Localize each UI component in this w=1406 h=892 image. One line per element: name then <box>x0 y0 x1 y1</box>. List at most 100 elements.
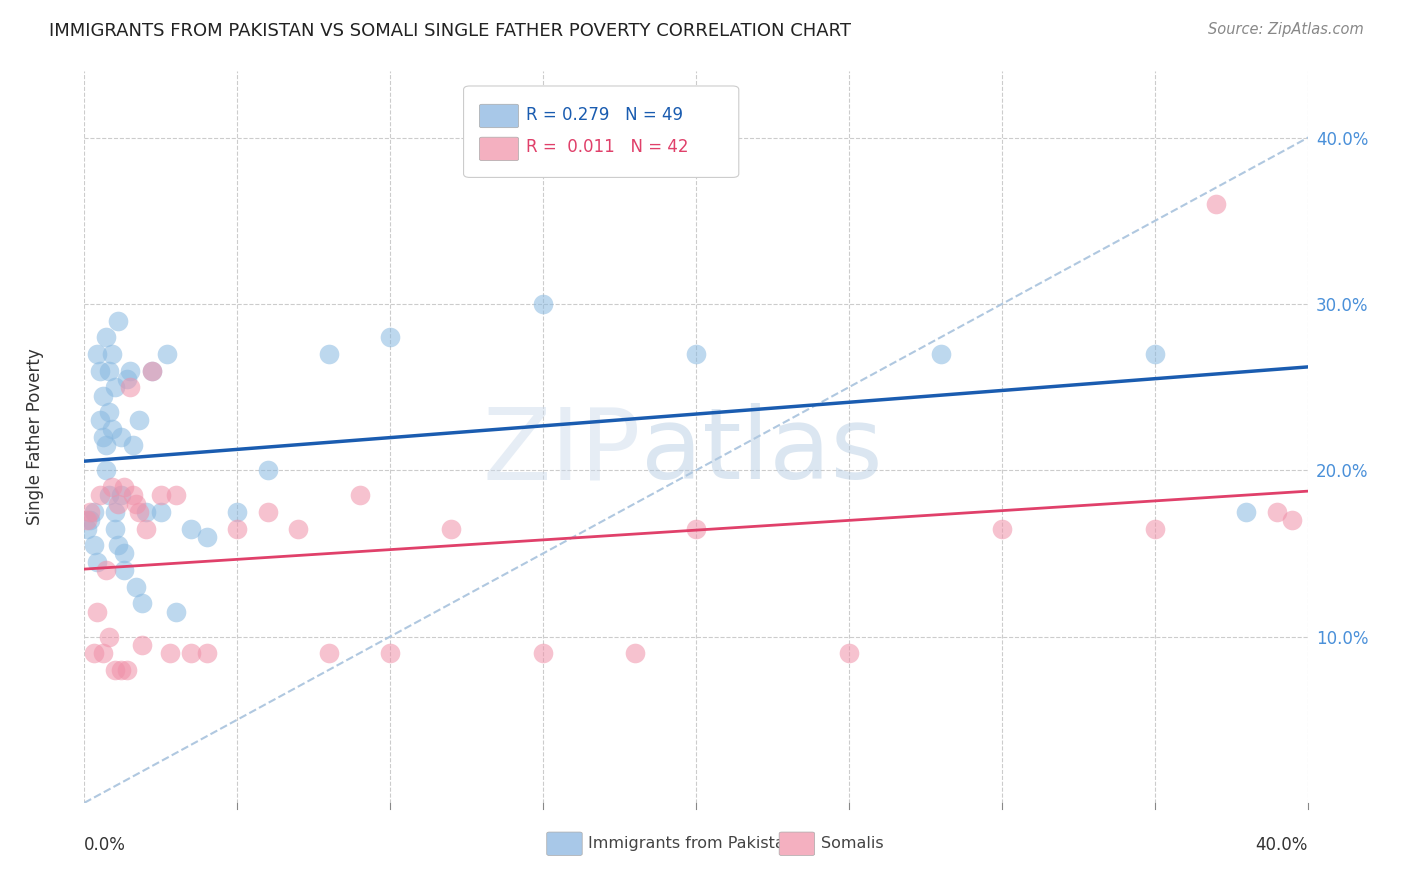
Point <box>287 521 309 535</box>
Point <box>929 347 952 361</box>
Point <box>83 646 105 660</box>
Point <box>97 488 120 502</box>
Point <box>104 521 127 535</box>
FancyBboxPatch shape <box>547 832 582 855</box>
Point <box>89 413 111 427</box>
Text: Immigrants from Pakistan: Immigrants from Pakistan <box>588 837 796 851</box>
Point <box>195 530 218 544</box>
Point <box>180 646 202 660</box>
Point <box>94 438 117 452</box>
Point <box>685 521 707 535</box>
Point <box>531 646 554 660</box>
Point <box>349 488 371 502</box>
Point <box>79 505 101 519</box>
FancyBboxPatch shape <box>779 832 814 855</box>
Point <box>115 372 138 386</box>
Point <box>120 363 142 377</box>
Point <box>131 596 153 610</box>
Text: atlas: atlas <box>641 403 883 500</box>
FancyBboxPatch shape <box>479 137 519 161</box>
Point <box>141 363 163 377</box>
Point <box>110 663 132 677</box>
Point <box>226 505 249 519</box>
Point <box>89 488 111 502</box>
Point <box>83 538 105 552</box>
Point <box>79 513 101 527</box>
Text: 0.0%: 0.0% <box>84 836 127 854</box>
Point <box>86 555 108 569</box>
Point <box>76 521 98 535</box>
Point <box>107 314 129 328</box>
FancyBboxPatch shape <box>464 86 738 178</box>
Point <box>149 505 172 519</box>
Point <box>101 422 124 436</box>
Point <box>131 638 153 652</box>
Point <box>180 521 202 535</box>
Point <box>624 646 647 660</box>
Point <box>110 430 132 444</box>
Point <box>226 521 249 535</box>
Point <box>318 347 340 361</box>
Point <box>125 580 148 594</box>
Point <box>97 363 120 377</box>
Point <box>112 563 135 577</box>
Point <box>380 330 402 344</box>
Point <box>115 663 138 677</box>
Point <box>104 505 127 519</box>
Point <box>838 646 860 660</box>
Point <box>991 521 1014 535</box>
Point <box>1265 505 1288 519</box>
Point <box>141 363 163 377</box>
Text: Single Father Poverty: Single Father Poverty <box>27 349 45 525</box>
Point <box>135 521 157 535</box>
Text: Source: ZipAtlas.com: Source: ZipAtlas.com <box>1208 22 1364 37</box>
Point <box>97 630 120 644</box>
Point <box>112 480 135 494</box>
Point <box>91 646 114 660</box>
Point <box>107 538 129 552</box>
Point <box>104 663 127 677</box>
Point <box>159 646 181 660</box>
Point <box>110 488 132 502</box>
Text: R = 0.279   N = 49: R = 0.279 N = 49 <box>526 105 683 123</box>
Point <box>120 380 142 394</box>
Point <box>83 505 105 519</box>
Point <box>1143 347 1166 361</box>
Point <box>128 413 150 427</box>
Point <box>531 297 554 311</box>
Point <box>195 646 218 660</box>
Point <box>76 513 98 527</box>
Point <box>165 605 187 619</box>
Point <box>380 646 402 660</box>
Point <box>86 347 108 361</box>
Point <box>440 521 463 535</box>
Point <box>104 380 127 394</box>
Point <box>125 497 148 511</box>
Text: IMMIGRANTS FROM PAKISTAN VS SOMALI SINGLE FATHER POVERTY CORRELATION CHART: IMMIGRANTS FROM PAKISTAN VS SOMALI SINGL… <box>49 22 851 40</box>
Point <box>257 505 280 519</box>
Point <box>86 605 108 619</box>
Point <box>112 546 135 560</box>
Point <box>107 497 129 511</box>
Point <box>122 438 145 452</box>
Point <box>1143 521 1166 535</box>
Text: Somalis: Somalis <box>821 837 883 851</box>
Point <box>101 480 124 494</box>
Point <box>1205 197 1227 211</box>
Point <box>91 388 114 402</box>
Point <box>94 463 117 477</box>
FancyBboxPatch shape <box>479 104 519 128</box>
Point <box>122 488 145 502</box>
Text: 40.0%: 40.0% <box>1256 836 1308 854</box>
Point <box>101 347 124 361</box>
Point <box>89 363 111 377</box>
Point <box>97 405 120 419</box>
Point <box>685 347 707 361</box>
Point <box>94 563 117 577</box>
Point <box>135 505 157 519</box>
Point <box>128 505 150 519</box>
Point <box>1281 513 1303 527</box>
Point <box>149 488 172 502</box>
Point <box>1236 505 1258 519</box>
Point <box>257 463 280 477</box>
